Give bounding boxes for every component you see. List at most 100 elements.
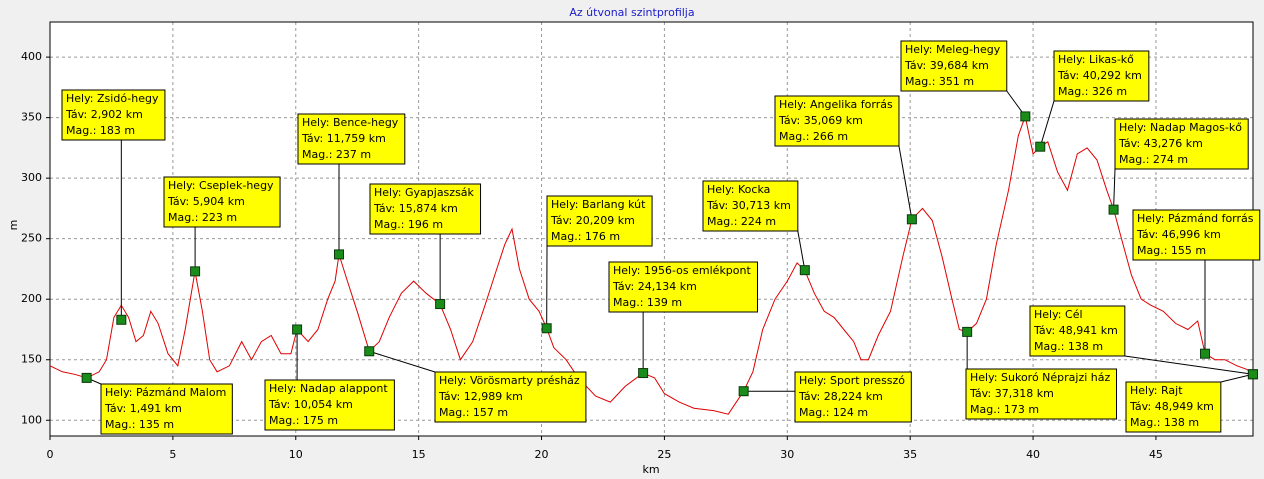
leader-line bbox=[1124, 355, 1253, 375]
callout-distance: Táv: 10,054 km bbox=[268, 398, 353, 411]
callout-name: Hely: Sukoró Néprajzi ház bbox=[970, 371, 1111, 384]
waypoint-marker bbox=[1020, 111, 1031, 122]
callout-distance: Táv: 35,069 km bbox=[778, 114, 863, 127]
y-tick-label: 400 bbox=[21, 50, 42, 63]
callout-name: Hely: Nadap alappont bbox=[269, 382, 388, 395]
callout: Hely: Sport presszó Táv: 28,224 km Mag.: 1… bbox=[794, 371, 912, 423]
callout-distance: Táv: 46,996 km bbox=[1136, 228, 1221, 241]
callout: Hely: Angelika forrás Táv: 35,069 km Mag.:… bbox=[774, 95, 900, 147]
callout-elevation: Mag.: 224 m bbox=[707, 215, 776, 228]
callout-box bbox=[1114, 118, 1249, 170]
callout: Hely: Cél Táv: 48,941 km Mag.: 138 m bbox=[1029, 305, 1126, 357]
callout-box bbox=[702, 180, 799, 232]
leader-line bbox=[369, 350, 436, 373]
waypoint-marker bbox=[1108, 204, 1119, 215]
callout: Hely: Pázmánd Malom Táv: 1,491 km Mag.: 13… bbox=[100, 383, 233, 435]
callout-box bbox=[794, 371, 912, 423]
elevation-line bbox=[49, 114, 1254, 415]
callout: Hely: Meleg-hegy Táv: 39,684 km Mag.: 351 … bbox=[900, 40, 1008, 92]
callout-box bbox=[1053, 50, 1150, 102]
callouts: Hely: Zsidó-hegy Táv: 2,902 km Mag.: 183 m… bbox=[61, 40, 1261, 435]
chart-title: Az útvonal szintprofilja bbox=[569, 6, 694, 19]
callout-distance: Táv: 43,276 km bbox=[1118, 137, 1203, 150]
x-tick-label: 25 bbox=[657, 448, 671, 461]
callout-box bbox=[774, 95, 900, 147]
waypoint-marker bbox=[190, 266, 201, 277]
callout-elevation: Mag.: 138 m bbox=[1034, 340, 1103, 353]
callout-elevation: Mag.: 138 m bbox=[1130, 416, 1199, 429]
x-tick-label: 5 bbox=[169, 448, 176, 461]
callout-elevation: Mag.: 175 m bbox=[269, 414, 338, 427]
markers bbox=[81, 111, 1258, 397]
callout: Hely: Kocka Táv: 30,713 km Mag.: 224 m bbox=[702, 180, 799, 232]
waypoint-marker bbox=[435, 299, 446, 310]
callout-elevation: Mag.: 196 m bbox=[374, 218, 443, 231]
callout-elevation: Mag.: 124 m bbox=[799, 406, 868, 419]
y-tick-label: 200 bbox=[21, 292, 42, 305]
callout-elevation: Mag.: 237 m bbox=[302, 148, 371, 161]
callout: Hely: 1956-os emlékpont Táv: 24,134 km Mag… bbox=[608, 261, 758, 313]
callout: Hely: Gyapjaszsák Táv: 15,874 km Mag.: 196… bbox=[369, 183, 482, 235]
callout-distance: Táv: 24,134 km bbox=[612, 280, 697, 293]
y-tick-label: 100 bbox=[21, 413, 42, 426]
y-tick-label: 300 bbox=[21, 171, 42, 184]
callout-elevation: Mag.: 266 m bbox=[779, 130, 848, 143]
callout-name: Hely: Rajt bbox=[1130, 384, 1183, 397]
callout-distance: Táv: 1,491 km bbox=[104, 402, 182, 415]
callout-name: Hely: Vörösmarty présház bbox=[439, 374, 580, 387]
callout-distance: Táv: 20,209 km bbox=[550, 214, 635, 227]
callout-distance: Táv: 12,989 km bbox=[438, 390, 523, 403]
callout: Hely: Nadap alappont Táv: 10,054 km Mag.: … bbox=[264, 379, 395, 431]
x-tick-label: 0 bbox=[47, 448, 54, 461]
callout-elevation: Mag.: 326 m bbox=[1058, 85, 1127, 98]
waypoint-marker bbox=[333, 249, 344, 260]
callout-distance: Táv: 30,713 km bbox=[706, 199, 791, 212]
callout-distance: Táv: 40,292 km bbox=[1057, 69, 1142, 82]
leader-line bbox=[1113, 168, 1116, 210]
callout-box bbox=[546, 195, 653, 247]
callout-name: Hely: Pázmánd Malom bbox=[105, 386, 226, 399]
callout: Hely: Rajt Táv: 48,949 km Mag.: 138 m bbox=[1125, 381, 1222, 433]
callout-box bbox=[100, 383, 233, 435]
callout-elevation: Mag.: 173 m bbox=[970, 403, 1039, 416]
callout-elevation: Mag.: 135 m bbox=[105, 418, 174, 431]
leader-line bbox=[797, 230, 806, 271]
waypoint-marker bbox=[799, 265, 810, 276]
callout: Hely: Barlang kút Táv: 20,209 km Mag.: 176… bbox=[546, 195, 653, 247]
callout-distance: Táv: 15,874 km bbox=[373, 202, 458, 215]
callout: Hely: Likas-kő Táv: 40,292 km Mag.: 326 m bbox=[1053, 50, 1150, 102]
waypoint-marker bbox=[1035, 141, 1046, 152]
callout-name: Hely: 1956-os emlékpont bbox=[613, 264, 751, 277]
x-tick-label: 45 bbox=[1149, 448, 1163, 461]
x-tick-label: 20 bbox=[535, 448, 549, 461]
callout-box bbox=[369, 183, 482, 235]
callout-name: Hely: Bence-hegy bbox=[302, 116, 399, 129]
leader-line bbox=[1220, 373, 1254, 383]
callout-name: Hely: Kocka bbox=[707, 183, 770, 196]
callout-name: Hely: Pázmánd forrás bbox=[1137, 212, 1254, 225]
callout: Hely: Vörösmarty présház Táv: 12,989 km Ma… bbox=[434, 371, 587, 423]
callout-distance: Táv: 48,949 km bbox=[1129, 400, 1214, 413]
callout-name: Hely: Angelika forrás bbox=[779, 98, 893, 111]
waypoint-marker bbox=[906, 214, 917, 225]
y-tick-label: 350 bbox=[21, 111, 42, 124]
callout-box bbox=[965, 368, 1118, 420]
callout-box bbox=[297, 113, 406, 165]
callout-elevation: Mag.: 223 m bbox=[168, 211, 237, 224]
callout-elevation: Mag.: 183 m bbox=[66, 124, 135, 137]
callout-elevation: Mag.: 274 m bbox=[1119, 153, 1188, 166]
callout-name: Hely: Zsidó-hegy bbox=[66, 92, 159, 105]
callout-box bbox=[264, 379, 395, 431]
callout-name: Hely: Cél bbox=[1034, 308, 1083, 321]
x-tick-label: 40 bbox=[1026, 448, 1040, 461]
y-tick-label: 150 bbox=[21, 353, 42, 366]
callout-elevation: Mag.: 139 m bbox=[613, 296, 682, 309]
callout-distance: Táv: 28,224 km bbox=[798, 390, 883, 403]
waypoint-marker bbox=[81, 372, 92, 383]
leader-line bbox=[1039, 100, 1055, 147]
x-axis-label: km bbox=[642, 463, 659, 476]
callout-elevation: Mag.: 157 m bbox=[439, 406, 508, 419]
callout: Hely: Pázmánd forrás Táv: 46,996 km Mag.: … bbox=[1132, 209, 1261, 261]
waypoint-marker bbox=[1200, 348, 1211, 359]
